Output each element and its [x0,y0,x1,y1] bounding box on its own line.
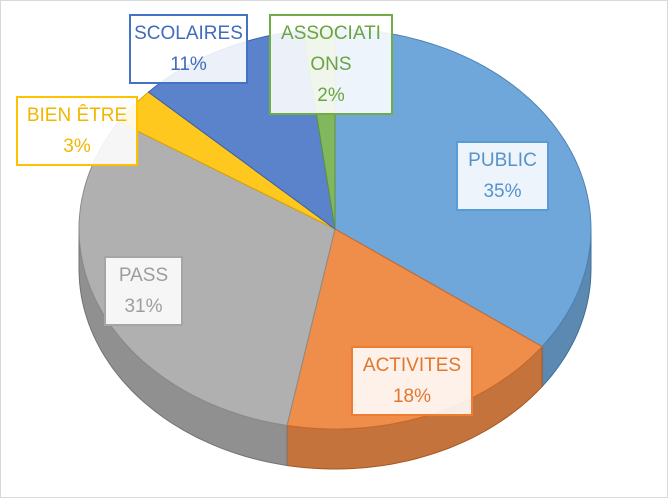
label-value: 2% [317,85,345,106]
data-label: PASS 31% [104,256,183,326]
label-category: PUBLIC [468,150,537,171]
data-label: PUBLIC 35% [456,141,549,211]
label-value: 18% [392,386,432,407]
data-label: ACTIVITES 18% [351,346,473,416]
data-label: ASSOCIATIONS 2% [269,14,393,115]
label-category: BIEN ÊTRE [26,105,128,126]
label-category: ACTIVITES [362,355,462,376]
label-category: ASSOCIATIONS [281,23,381,75]
label-value: 35% [483,181,522,202]
label-value: 3% [63,136,91,157]
label-category: SCOLAIRES [134,23,243,44]
label-value: 31% [124,296,163,317]
data-label: BIEN ÊTRE 3% [16,96,138,166]
label-category: PASS [118,265,169,286]
data-label: SCOLAIRES 11% [129,14,248,84]
label-value: 11% [170,54,207,75]
